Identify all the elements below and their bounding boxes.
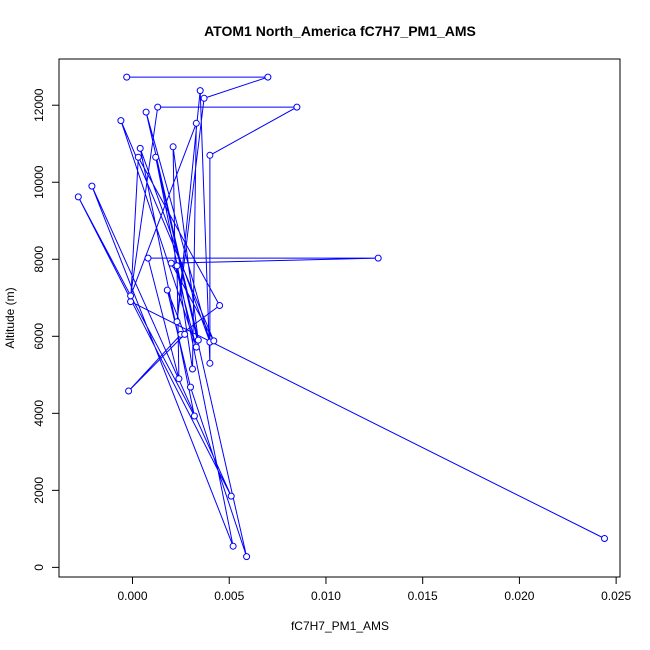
data-point: [167, 259, 175, 267]
y-axis-label: Altitude (m): [3, 287, 17, 348]
x-tick-label: 0.015: [408, 589, 438, 603]
chart-title: ATOM1 North_America fC7H7_PM1_AMS: [204, 23, 476, 39]
y-tick-label: 6000: [32, 323, 46, 350]
data-point: [216, 302, 224, 309]
data-point: [142, 108, 150, 116]
data-point: [169, 143, 177, 151]
y-axis: 0 2000 4000 6000 8000 10000 12000: [32, 88, 60, 571]
data-point: [194, 336, 202, 344]
x-tick-label: 0.020: [504, 589, 534, 603]
y-tick-label: 4000: [32, 400, 46, 427]
data-point: [229, 542, 237, 550]
data-point: [74, 193, 82, 201]
data-point: [192, 343, 200, 351]
y-tick-label: 8000: [32, 246, 46, 273]
y-tick-label: 2000: [32, 477, 46, 504]
data-point: [123, 73, 131, 81]
data-point: [190, 412, 198, 420]
x-tick-label: 0.010: [311, 589, 341, 603]
data-point: [175, 375, 183, 383]
data-point: [125, 387, 133, 395]
y-tick-label: 12000: [32, 88, 46, 122]
y-tick-label: 10000: [32, 165, 46, 199]
data-point: [152, 153, 160, 161]
data-point: [210, 337, 218, 345]
y-tick-label: 0: [32, 564, 46, 571]
data-point: [374, 254, 382, 262]
data-point: [293, 103, 301, 111]
data-point: [189, 365, 196, 373]
data-point: [88, 182, 96, 190]
data-point: [181, 330, 189, 338]
data-point: [601, 535, 608, 542]
data-point: [206, 359, 214, 367]
data-point: [117, 117, 125, 125]
data-point: [163, 286, 171, 294]
x-tick-label: 0.005: [214, 589, 244, 603]
data-point: [173, 318, 181, 326]
data-point: [227, 492, 235, 500]
data-point: [144, 254, 152, 262]
data-point: [127, 298, 135, 306]
x-axis-label: fC7H7_PM1_AMS: [291, 619, 389, 633]
x-tick-label: 0.000: [117, 589, 147, 603]
series-line: [77, 76, 605, 557]
data-point: [136, 144, 144, 152]
data-point: [206, 151, 214, 159]
data-layer: [74, 73, 608, 561]
x-axis: 0.000 0.005 0.010 0.015 0.020 0.025: [117, 576, 631, 603]
data-point: [200, 94, 208, 102]
data-point: [196, 87, 204, 95]
data-point: [154, 103, 162, 111]
data-point: [243, 553, 251, 561]
data-point: [134, 153, 142, 161]
data-point: [264, 73, 272, 81]
data-point: [127, 292, 135, 300]
x-tick-label: 0.025: [601, 589, 631, 603]
data-point: [187, 383, 194, 391]
data-point: [192, 119, 200, 127]
data-point: [173, 262, 181, 270]
